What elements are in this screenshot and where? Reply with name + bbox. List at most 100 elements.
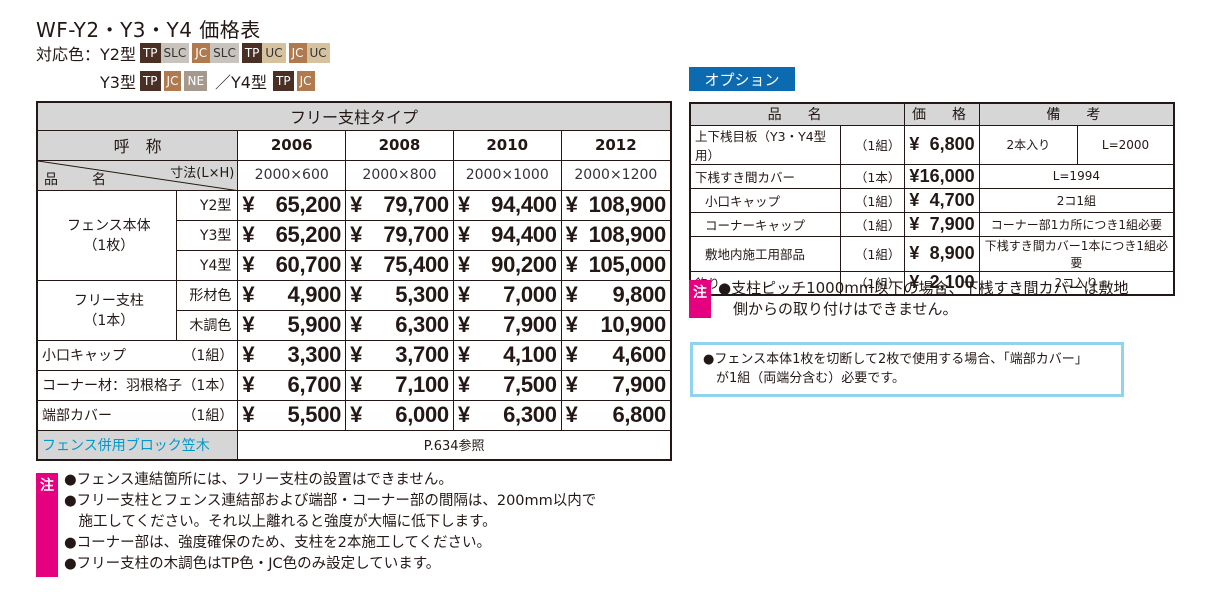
color-chip-finish: SLC bbox=[210, 43, 239, 63]
price-value: 16,000 bbox=[919, 165, 975, 186]
option-qty: （1組） bbox=[840, 235, 906, 272]
yen-sign: ¥ bbox=[242, 312, 255, 337]
price-value: 79,700 bbox=[383, 222, 449, 247]
price-cell: ¥65,200 bbox=[237, 219, 347, 251]
price-cell: ¥94,400 bbox=[452, 219, 562, 251]
option-remark: L=1994 bbox=[978, 163, 1175, 189]
option-header: 品 名 bbox=[689, 102, 906, 126]
note-line: 側からの取り付けはできません。 bbox=[718, 300, 958, 318]
note-line: ●フェンス連結箇所には、フリー支柱の設置はできません。 bbox=[64, 472, 453, 488]
yen-sign: ¥ bbox=[350, 282, 363, 307]
yen-sign: ¥ bbox=[565, 342, 578, 367]
notes: ●フェンス連結箇所には、フリー支柱の設置はできません。 ●フリー支柱とフェンス連結… bbox=[64, 470, 596, 575]
type-header: フリー支柱タイプ bbox=[36, 101, 672, 131]
price-value: 7,900 bbox=[503, 312, 557, 337]
price-value: 10,900 bbox=[600, 312, 667, 337]
color-chip-code: JC bbox=[296, 71, 315, 91]
color-chip-group: TP SLC JC SLC TP UC JC UC bbox=[139, 43, 330, 63]
fence-body-label: フェンス本体 （1枚） bbox=[36, 189, 177, 281]
color-chip: NE bbox=[184, 71, 208, 91]
price-cell: ¥5,300 bbox=[345, 279, 454, 311]
option-name: 小口キャップ bbox=[689, 187, 842, 213]
yen-sign: ¥ bbox=[242, 192, 255, 217]
price-cell: ¥7,900 bbox=[560, 369, 672, 401]
yen-sign: ¥ bbox=[565, 312, 578, 337]
price-cell: ¥108,900 bbox=[560, 189, 672, 221]
option-qty: （1本） bbox=[840, 163, 906, 189]
item-label: 端部カバー （1組） bbox=[36, 399, 239, 431]
note-line: ●コーナー部は、強度確保のため、支柱を2本施工してください。 bbox=[64, 535, 492, 551]
price-cell: ¥4,600 bbox=[560, 339, 672, 371]
price-cell: ¥90,200 bbox=[452, 249, 562, 281]
option-name: 上下桟目板（Y3・Y4型用） bbox=[689, 124, 842, 165]
option-table: 品 名 価 格 備 考 上下桟目板（Y3・Y4型用） （1組） ¥6,800 2本入り… bbox=[689, 102, 1175, 296]
option-row: 小口キャップ （1組） ¥4,700 2コ1組 bbox=[689, 187, 1175, 213]
color-chip-code: TP bbox=[139, 43, 161, 63]
yen-sign: ¥ bbox=[350, 192, 363, 217]
yen-sign: ¥ bbox=[457, 282, 470, 307]
price-value: 75,400 bbox=[383, 252, 449, 277]
price-cell: ¥65,200 bbox=[237, 189, 347, 221]
yen-sign: ¥ bbox=[457, 402, 470, 427]
color-chip-code: TP bbox=[273, 71, 294, 91]
yen-sign: ¥ bbox=[350, 372, 363, 397]
option-price: ¥16,000 bbox=[904, 163, 980, 189]
yen-sign: ¥ bbox=[242, 402, 255, 427]
color-chip: JC bbox=[163, 71, 182, 91]
price-value: 60,700 bbox=[275, 252, 342, 277]
price-cell: ¥5,900 bbox=[237, 309, 347, 341]
price-value: 4,700 bbox=[929, 189, 975, 210]
sub-type-label: 形材色 bbox=[175, 279, 239, 311]
yen-sign: ¥ bbox=[457, 342, 470, 367]
option-remark: コーナー部1カ所につき1組必要 bbox=[978, 211, 1175, 237]
price-cell: ¥4,100 bbox=[452, 339, 562, 371]
yen-sign: ¥ bbox=[909, 243, 920, 263]
color-chip: TP bbox=[139, 71, 161, 91]
price-cell: ¥3,700 bbox=[345, 339, 454, 371]
price-cell: ¥105,000 bbox=[560, 249, 672, 281]
price-cell: ¥4,900 bbox=[237, 279, 347, 311]
price-value: 5,300 bbox=[395, 282, 449, 307]
color-chip: JC bbox=[296, 71, 315, 91]
fence-label-line: フェンス本体 bbox=[66, 218, 151, 234]
color-row-label: 対応色：Y2型 bbox=[36, 45, 136, 64]
option-row: 上下桟目板（Y3・Y4型用） （1組） ¥6,800 2本入り L=2000 bbox=[689, 124, 1175, 165]
price-cell: ¥60,700 bbox=[237, 249, 347, 281]
price-cell: ¥7,900 bbox=[452, 309, 562, 341]
option-price: ¥7,900 bbox=[904, 211, 980, 237]
size-cell: 2000×1200 bbox=[560, 159, 672, 191]
note-line: ●フリー支柱とフェンス連結部および端部・コーナー部の間隔は、200mm以内で bbox=[64, 493, 597, 509]
price-value: 3,700 bbox=[395, 342, 449, 367]
price-value: 94,400 bbox=[491, 192, 557, 217]
color-chip-code: TP bbox=[139, 71, 161, 91]
block-label: フェンス併用ブロック笠木 bbox=[36, 429, 239, 461]
price-cell: ¥7,500 bbox=[452, 369, 562, 401]
yen-sign: ¥ bbox=[242, 282, 255, 307]
year-header: 2012 bbox=[560, 129, 672, 161]
price-cell: ¥6,700 bbox=[237, 369, 347, 401]
price-value: 2,100 bbox=[929, 272, 975, 293]
yen-sign: ¥ bbox=[242, 222, 255, 247]
price-row: フェンス本体 （1枚） Y2型 ¥65,200 ¥79,700 ¥94,400 ¥108,9… bbox=[36, 189, 672, 281]
price-value: 108,900 bbox=[588, 192, 667, 217]
item-name: 端部カバー bbox=[42, 408, 112, 424]
note-line: ●フェンス本体1枚を切断して2枚で使用する場合、「端部カバー」 bbox=[703, 352, 1088, 367]
price-cell: ¥6,300 bbox=[452, 399, 562, 431]
page-title: WF-Y2・Y3・Y4 価格表 bbox=[36, 18, 261, 42]
price-cell: ¥6,000 bbox=[345, 399, 454, 431]
yen-sign: ¥ bbox=[242, 252, 255, 277]
diagonal-header-cell: 寸法(L×H) 品 名 bbox=[36, 159, 240, 191]
price-value: 7,900 bbox=[929, 213, 975, 234]
price-value: 6,800 bbox=[612, 402, 666, 427]
color-row-y3-y4: Y3型 TP JC NE ／Y4型 TP JC bbox=[100, 69, 315, 93]
option-row: コーナーキャップ （1組） ¥7,900 コーナー部1カ所につき1組必要 bbox=[689, 211, 1175, 237]
price-table: フリー支柱タイプ 呼 称 2006 2008 2010 2012 寸法(L×H)… bbox=[36, 101, 672, 461]
option-remark: 2コ入り bbox=[978, 270, 1175, 296]
price-cell: ¥5,500 bbox=[237, 399, 347, 431]
yen-sign: ¥ bbox=[457, 192, 470, 217]
color-chip: JC UC bbox=[288, 43, 330, 63]
price-value: 7,900 bbox=[612, 372, 666, 397]
yen-sign: ¥ bbox=[565, 222, 578, 247]
price-row: コーナー材：羽根格子 （1本） ¥6,700 ¥7,100 ¥7,500 ¥7,900 bbox=[36, 369, 672, 401]
sub-type-label: 木調色 bbox=[175, 309, 239, 341]
